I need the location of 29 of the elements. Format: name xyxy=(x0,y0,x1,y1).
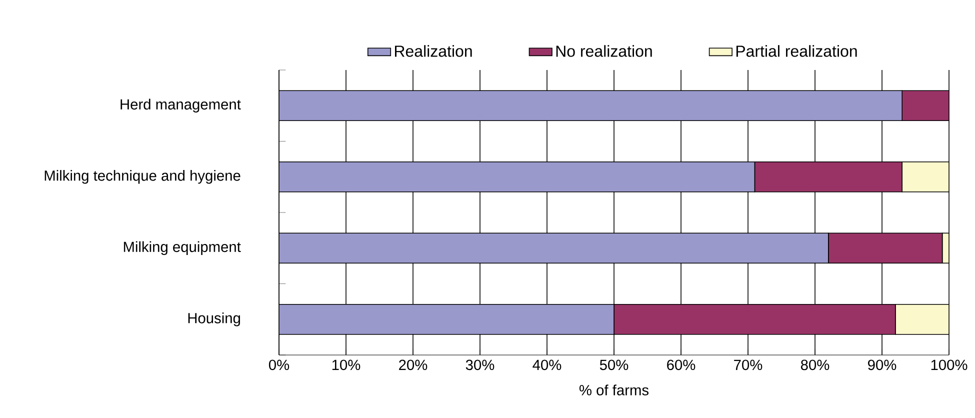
x-tick-label: 30% xyxy=(466,360,494,370)
bar xyxy=(902,161,950,192)
bar xyxy=(279,232,829,264)
y-tick-label: Milking technique and hygiene xyxy=(44,170,240,184)
bar xyxy=(828,232,943,264)
bar xyxy=(754,161,903,192)
bar xyxy=(614,304,896,335)
x-tick-label: 10% xyxy=(332,360,360,370)
x-tick-label: 80% xyxy=(800,360,830,370)
x-axis-title: % of farms xyxy=(579,384,648,396)
bar xyxy=(279,161,756,192)
x-tick-label: 90% xyxy=(868,360,896,370)
x-tick-label: 0% xyxy=(268,360,290,370)
bar xyxy=(279,304,614,335)
x-tick-label: 50% xyxy=(600,360,628,370)
x-tick-label: 100% xyxy=(931,360,968,370)
x-tick-label: 70% xyxy=(734,360,762,370)
y-tick-label: Milking equipment xyxy=(124,241,241,255)
legend-label: Partial realization xyxy=(736,45,857,57)
bar xyxy=(895,304,950,335)
y-tick-label: Housing xyxy=(188,312,240,326)
x-tick-label: 40% xyxy=(532,360,562,370)
x-tick-label: 20% xyxy=(399,360,428,370)
x-tick-label: 60% xyxy=(667,360,696,370)
legend-label: No realization xyxy=(556,45,652,57)
y-tick-label: Herd management xyxy=(120,98,241,112)
bar xyxy=(279,90,903,122)
legend-label: Realization xyxy=(395,45,472,57)
bar xyxy=(902,90,950,122)
